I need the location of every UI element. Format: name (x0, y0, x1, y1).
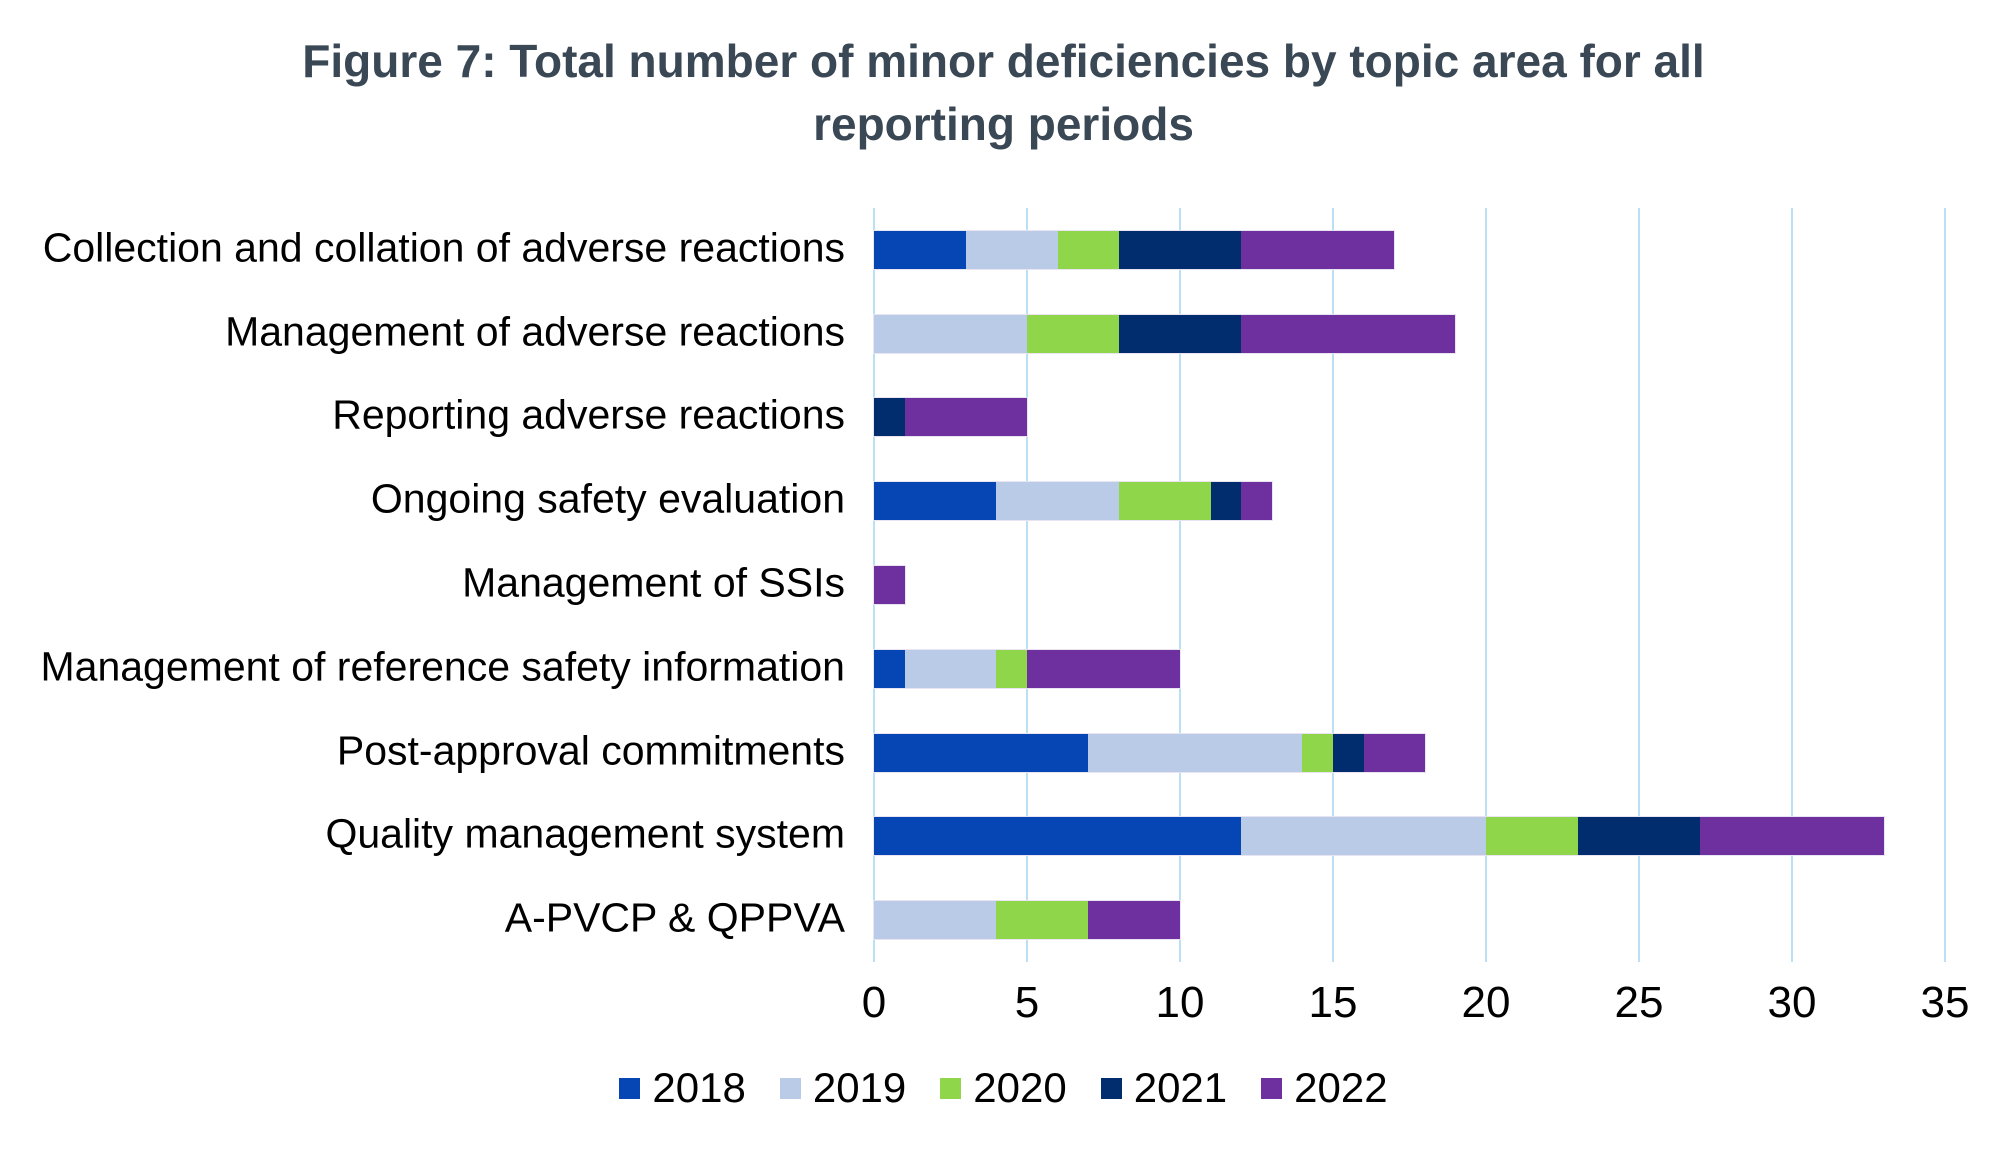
gridline (1944, 208, 1946, 962)
bar-segment-2020 (996, 901, 1089, 940)
bar-segment-2018 (874, 733, 1089, 772)
bar-segment-2022 (1026, 649, 1180, 688)
bar-segment-2019 (1088, 733, 1303, 772)
x-tick-label: 20 (1461, 978, 1511, 1027)
bar-row: Reporting adverse reactions (0, 376, 2007, 460)
legend-label: 2021 (1133, 1064, 1228, 1111)
x-tick-label: 30 (1767, 978, 1817, 1027)
bar-segment-2019 (874, 314, 1027, 353)
bar-segment-2018 (874, 230, 966, 269)
legend-label: 2019 (812, 1064, 907, 1111)
bar-stack (872, 229, 1396, 270)
category-label: Collection and collation of adverse reac… (42, 224, 845, 271)
category-label: Ongoing safety evaluation (370, 475, 845, 522)
bar-row: A-PVCP & QPPVA (0, 878, 2007, 962)
x-axis: 0 5 10 15 20 25 30 35 (0, 978, 2007, 1034)
category-label: Management of adverse reactions (225, 308, 845, 355)
legend-swatch-icon (779, 1077, 801, 1099)
gridline (1638, 208, 1640, 962)
legend-item-2019: 2019 (779, 1064, 907, 1112)
bar-segment-2019 (965, 230, 1058, 269)
bar-segment-2018 (874, 649, 905, 688)
bar-segment-2021 (1118, 230, 1242, 269)
bar-segment-2019 (874, 901, 997, 940)
bar-segment-2022 (874, 565, 905, 604)
legend-swatch-icon (619, 1077, 641, 1099)
category-label: Management of reference safety informati… (40, 643, 846, 690)
legend-label: 2020 (973, 1064, 1067, 1111)
bar-row: Post-approval commitments (0, 711, 2007, 795)
bar-segment-2021 (1118, 314, 1242, 353)
chart-title: Figure 7: Total number of minor deficien… (302, 35, 1705, 150)
category-label: Management of SSIs (462, 559, 845, 606)
legend-item-2022: 2022 (1261, 1064, 1388, 1112)
bar-segment-2019 (996, 482, 1119, 521)
bar-segment-2022 (1241, 230, 1395, 269)
bar-row: Quality management system (0, 794, 2007, 878)
bar-row: Collection and collation of adverse reac… (0, 208, 2007, 292)
x-tick-label: 35 (1920, 978, 1970, 1027)
bar-segment-2022 (1700, 817, 1884, 856)
gridline (1332, 208, 1334, 962)
bar-segment-2019 (1241, 817, 1486, 856)
bar-stack (873, 481, 1273, 522)
gridline (1179, 208, 1181, 962)
legend-swatch-icon (940, 1077, 962, 1099)
bar-segment-2020 (996, 649, 1027, 688)
bar-segment-2021 (1577, 817, 1701, 856)
bar-stack (873, 648, 1181, 689)
bar-segment-2020 (1057, 230, 1119, 269)
bar-stack (873, 397, 1028, 438)
x-tick-label: 5 (1014, 978, 1040, 1027)
legend-item-2020: 2020 (940, 1064, 1067, 1112)
bar-segment-2020 (1027, 314, 1119, 353)
bar-segment-2021 (1332, 733, 1364, 772)
legend-item-2021: 2021 (1100, 1064, 1228, 1112)
bar-segment-2022 (1088, 901, 1180, 940)
bar-stack (873, 816, 1885, 857)
category-label: A-PVCP & QPPVA (504, 894, 845, 941)
bar-segment-2021 (1210, 482, 1242, 521)
bar-segment-2018 (874, 482, 997, 521)
x-tick-label: 0 (861, 978, 887, 1027)
legend-swatch-icon (1100, 1077, 1122, 1099)
x-tick-label: 10 (1155, 978, 1205, 1027)
bar-row: Management of reference safety informati… (0, 627, 2007, 711)
gridline (1485, 208, 1487, 962)
legend: 2018 2019 2020 2021 2022 (0, 1056, 2007, 1120)
bar-stack (873, 900, 1181, 941)
category-label: Quality management system (325, 810, 845, 857)
legend-label: 2022 (1294, 1064, 1388, 1111)
category-label: Post-approval commitments (336, 727, 845, 774)
bar-row: Management of SSIs (0, 543, 2007, 627)
bar-segment-2022 (1363, 733, 1425, 772)
x-tick-label: 25 (1614, 978, 1664, 1027)
bar-segment-2021 (874, 398, 905, 437)
legend-label: 2018 (652, 1064, 746, 1111)
bar-row: Ongoing safety evaluation (0, 459, 2007, 543)
legend-item-2018: 2018 (619, 1064, 746, 1112)
bar-segment-2019 (904, 649, 997, 688)
legend-swatch-icon (1261, 1077, 1283, 1099)
gridline (1791, 208, 1793, 962)
plot-area: Collection and collation of adverse reac… (0, 208, 2007, 962)
bar-row: Management of adverse reactions (0, 292, 2007, 376)
bar-segment-2020 (1485, 817, 1578, 856)
bar-segment-2020 (1118, 482, 1211, 521)
bar-segment-2022 (1241, 314, 1456, 353)
bar-segment-2020 (1302, 733, 1333, 772)
bar-segment-2022 (904, 398, 1027, 437)
gridline (1026, 208, 1028, 962)
bar-segment-2022 (1241, 482, 1272, 521)
bar-segment-2018 (874, 817, 1242, 856)
bar-stack (873, 732, 1426, 773)
category-label: Reporting adverse reactions (332, 392, 845, 439)
bar-stack (873, 564, 906, 605)
x-tick-label: 15 (1308, 978, 1358, 1027)
bar-stack (872, 313, 1457, 354)
